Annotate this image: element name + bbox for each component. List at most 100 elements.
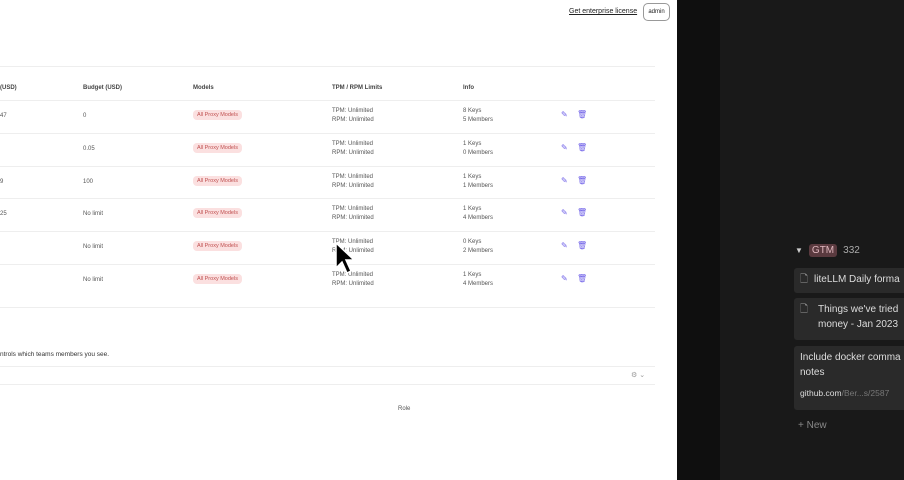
tpm-limit: TPM: Unlimited: [332, 140, 374, 147]
spend-cell: 47: [0, 113, 7, 119]
keys-count: 8 Keys: [463, 108, 482, 114]
note-card[interactable]: 🗋 Things we've tried money - Jan 2023: [794, 298, 904, 340]
col-budget: Budget (USD): [83, 85, 122, 91]
models-badge: All Proxy Models: [193, 142, 242, 153]
members-note: ntrols which teams members you see.: [0, 351, 110, 358]
note-card[interactable]: 🗋 liteLLM Daily forma: [794, 268, 904, 293]
edit-icon[interactable]: ✎: [561, 142, 568, 152]
trash-icon[interactable]: 🗑: [577, 175, 588, 185]
edit-icon[interactable]: ✎: [561, 241, 568, 251]
members-count: 5 Members: [463, 117, 494, 123]
tpm-limit: TPM: Unlimited: [332, 206, 374, 213]
edit-icon[interactable]: ✎: [561, 175, 568, 185]
info-cell: 1 Keys 1 Members: [463, 173, 493, 191]
info-cell: 1 Keys 0 Members: [463, 140, 493, 158]
document-icon: 🗋: [800, 274, 809, 285]
trash-icon[interactable]: 🗑: [577, 142, 588, 152]
settings-dropdown[interactable]: ⚙ ⌄: [631, 371, 645, 379]
col-models: Models: [193, 85, 214, 91]
group-tag: GTM: [808, 244, 838, 257]
budget-cell: 100: [83, 178, 94, 185]
card-title: liteLLM Daily forma: [814, 274, 900, 285]
trash-icon[interactable]: 🗑: [577, 241, 588, 251]
col-spend: (USD): [0, 85, 17, 91]
rpm-limit: RPM: Unlimited: [332, 281, 374, 287]
tpm-limit: TPM: Unlimited: [332, 239, 374, 246]
info-cell: 1 Keys 4 Members: [463, 271, 493, 289]
rpm-limit: RPM: Unlimited: [332, 215, 374, 222]
members-count: 2 Members: [463, 248, 494, 255]
group-count: 332: [843, 245, 860, 256]
rpm-limit: RPM: Unlimited: [332, 117, 374, 123]
link-path[interactable]: /Ber...s/2587: [841, 388, 890, 398]
rpm-limit: RPM: Unlimited: [332, 248, 374, 255]
triangle-down-icon[interactable]: ▼: [795, 246, 803, 255]
row-divider: [0, 231, 655, 233]
limits-cell: TPM: Unlimited RPM: Unlimited: [332, 271, 374, 289]
tpm-limit: TPM: Unlimited: [332, 173, 374, 180]
limits-cell: TPM: Unlimited RPM: Unlimited: [332, 205, 374, 223]
models-badge: All Proxy Models: [193, 208, 242, 219]
trash-icon[interactable]: 🗑: [577, 208, 588, 218]
divider: [0, 66, 655, 67]
col-info: Info: [463, 85, 474, 91]
keys-count: 1 Keys: [463, 140, 482, 147]
chevron-down-icon: ⌄: [639, 372, 646, 379]
note-card[interactable]: Include docker comma notes github.com/Be…: [794, 346, 904, 410]
spend-cell: 9: [0, 178, 4, 185]
rpm-limit: RPM: Unlimited: [332, 182, 374, 189]
keys-count: 0 Keys: [463, 239, 482, 246]
keys-count: 1 Keys: [463, 173, 482, 180]
document-icon: 🗋: [800, 304, 809, 315]
trash-icon[interactable]: 🗑: [577, 274, 588, 283]
limits-cell: TPM: Unlimited RPM: Unlimited: [332, 107, 374, 125]
budget-cell: No limit: [83, 244, 104, 251]
row-divider: [0, 100, 655, 101]
edit-icon[interactable]: ✎: [561, 208, 568, 218]
row-divider: [0, 264, 655, 265]
limits-cell: TPM: Unlimited RPM: Unlimited: [332, 140, 374, 158]
teams-panel: Get enterprise license admin (USD) Budge…: [0, 0, 677, 412]
new-button[interactable]: + New: [798, 420, 827, 431]
group-header[interactable]: ▼ GTM 332: [795, 244, 860, 257]
col-limits: TPM / RPM Limits: [332, 85, 383, 91]
tpm-limit: TPM: Unlimited: [332, 272, 374, 278]
info-cell: 0 Keys 2 Members: [463, 238, 493, 256]
user-menu-button[interactable]: admin: [643, 3, 670, 21]
info-cell: 8 Keys 5 Members: [463, 107, 493, 125]
trash-icon[interactable]: 🗑: [577, 110, 588, 119]
limits-cell: TPM: Unlimited RPM: Unlimited: [332, 173, 374, 191]
divider: [0, 307, 655, 308]
row-divider: [0, 132, 655, 134]
models-badge: All Proxy Models: [193, 241, 242, 252]
models-badge: All Proxy Models: [193, 175, 242, 186]
top-bar: Get enterprise license admin: [0, 0, 677, 30]
edit-icon[interactable]: ✎: [561, 274, 568, 283]
edit-icon[interactable]: ✎: [561, 110, 568, 119]
limits-cell: TPM: Unlimited RPM: Unlimited: [332, 238, 374, 256]
col-role: Role: [398, 406, 411, 412]
mouse-cursor-icon: [335, 242, 355, 275]
budget-cell: 0: [83, 113, 87, 119]
models-badge: All Proxy Models: [193, 274, 242, 284]
members-count: 4 Members: [463, 215, 494, 222]
members-count: 1 Members: [463, 182, 494, 189]
card-title: Things we've tried money - Jan 2023: [818, 304, 899, 330]
members-count: 0 Members: [463, 149, 494, 156]
tpm-limit: TPM: Unlimited: [332, 108, 374, 114]
keys-count: 1 Keys: [463, 272, 482, 278]
row-divider: [0, 165, 655, 167]
info-cell: 1 Keys 4 Members: [463, 205, 493, 223]
budget-cell: No limit: [83, 211, 104, 218]
budget-cell: No limit: [83, 277, 104, 283]
card-title: Include docker comma notes: [800, 352, 901, 378]
row-divider: [0, 198, 655, 200]
rpm-limit: RPM: Unlimited: [332, 149, 374, 156]
link-domain[interactable]: github.com: [800, 388, 842, 398]
gear-icon: ⚙: [631, 372, 638, 379]
spend-cell: 25: [0, 211, 7, 218]
enterprise-license-link[interactable]: Get enterprise license: [569, 8, 638, 15]
divider: [0, 384, 655, 385]
members-count: 4 Members: [463, 281, 494, 287]
models-badge: All Proxy Models: [193, 110, 242, 120]
